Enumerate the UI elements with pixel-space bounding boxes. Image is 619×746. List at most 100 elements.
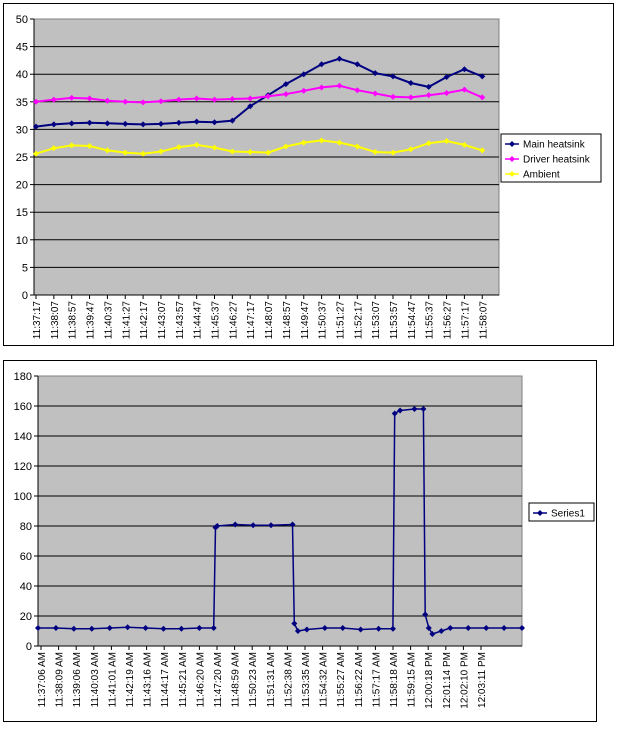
y-tick-label: 40 — [20, 581, 32, 593]
data-point — [422, 611, 429, 618]
data-point — [438, 628, 445, 634]
data-point — [461, 86, 468, 93]
data-point — [479, 147, 486, 154]
data-point — [52, 625, 59, 631]
data-point — [425, 140, 432, 147]
data-point — [407, 80, 414, 87]
data-point — [193, 118, 200, 125]
data-point — [247, 95, 254, 102]
x-tick-label: 11:59:15 AM — [407, 652, 418, 707]
data-point — [479, 73, 486, 80]
x-tick-label: 11:47:17 — [246, 301, 257, 340]
x-tick-label: 11:57:17 — [460, 301, 471, 340]
x-tick-label: 11:55:37 — [425, 301, 436, 340]
data-point — [50, 96, 57, 103]
y-tick-label: 30 — [16, 124, 28, 136]
x-tick-label: 12:03:11 PM — [477, 652, 488, 708]
x-tick-label: 11:38:57 — [68, 301, 79, 340]
x-tick-label: 11:40:37 — [103, 301, 114, 340]
data-point — [250, 522, 257, 529]
series1-chart-svg: 0 20 40 60 80 100 120 140 160 180 11:37:06 AM 11:38… — [14, 371, 595, 709]
data-point — [519, 625, 525, 631]
data-point — [247, 149, 254, 156]
data-point — [357, 626, 364, 633]
data-point — [104, 147, 111, 154]
data-point — [390, 93, 396, 100]
x-tick-label: 11:51:27 — [335, 301, 346, 340]
data-point — [50, 121, 57, 128]
data-point — [429, 631, 436, 637]
y-tick-label: 40 — [16, 69, 28, 81]
data-point — [214, 523, 221, 529]
data-point — [303, 626, 310, 633]
data-point — [33, 98, 39, 105]
y-tick-label: 10 — [16, 235, 28, 247]
data-point — [106, 625, 113, 631]
x-tick-label: 11:46:27 — [228, 301, 239, 340]
data-point — [265, 93, 272, 100]
y-tick-label: 45 — [16, 42, 28, 54]
data-point — [282, 91, 289, 98]
x-tick-label: 11:39:47 — [86, 301, 97, 340]
data-point — [104, 120, 111, 127]
y-tick-label: 20 — [20, 611, 32, 623]
y-tick-label: 80 — [20, 521, 32, 533]
data-point — [447, 625, 454, 631]
y-tick-label: 180 — [14, 371, 32, 383]
y-tick-label: 0 — [26, 641, 32, 653]
data-point — [229, 148, 236, 155]
x-tick-label: 11:50:37 — [318, 301, 329, 340]
data-point — [86, 142, 93, 149]
data-point — [140, 150, 147, 157]
data-point — [390, 73, 396, 80]
y-tick-label: 120 — [14, 461, 32, 473]
data-point — [425, 83, 432, 90]
x-tick-label: 11:56:27 — [443, 301, 454, 340]
x-tick-label: 12:01:14 PM — [442, 652, 453, 709]
data-point — [193, 141, 200, 148]
data-point — [175, 96, 182, 103]
data-point — [372, 70, 379, 77]
data-point — [443, 73, 450, 80]
data-point — [397, 407, 404, 414]
x-tick-label: 11:43:16 AM — [143, 652, 154, 707]
x-tick-label: 11:48:57 — [282, 301, 293, 340]
x-tick-label: 11:39:06 AM — [72, 652, 83, 707]
data-point — [372, 90, 379, 97]
data-point — [336, 139, 343, 146]
x-tick-label: 11:40:03 AM — [90, 652, 101, 707]
data-point — [443, 137, 450, 144]
x-tick-label: 11:45:37 — [211, 301, 222, 340]
data-point — [50, 145, 57, 152]
data-point — [339, 625, 346, 631]
data-point — [300, 139, 307, 146]
data-point — [229, 96, 236, 103]
data-point — [291, 620, 298, 627]
data-point — [104, 97, 111, 104]
data-point — [175, 119, 182, 126]
legend-swatch-marker — [509, 171, 515, 177]
data-point — [336, 82, 343, 89]
y-tick-label: 60 — [20, 551, 32, 563]
data-point — [33, 123, 39, 130]
x-tick-label: 11:47:20 AM — [213, 652, 224, 707]
temperature-chart: 0 5 10 15 20 25 30 35 40 45 50 11:37:17 11:38:07 11:3… — [3, 3, 614, 346]
data-point — [157, 148, 164, 155]
data-point — [294, 628, 301, 634]
data-point — [300, 71, 307, 78]
data-point — [354, 61, 361, 68]
x-tick-label: 11:48:07 — [264, 301, 275, 340]
data-point — [372, 149, 379, 156]
x-tick-label: 11:43:57 — [175, 301, 186, 340]
x-tick-label: 11:38:09 AM — [55, 652, 66, 707]
legend-entry: Series1 — [551, 509, 585, 520]
data-point — [175, 144, 182, 151]
data-point — [318, 84, 325, 91]
data-point — [483, 625, 490, 631]
data-point — [390, 149, 396, 156]
data-point — [68, 94, 75, 101]
data-point — [425, 625, 432, 631]
data-point — [391, 410, 398, 417]
x-tick-label: 11:54:32 AM — [319, 652, 330, 707]
series-line-1 — [35, 84, 483, 104]
